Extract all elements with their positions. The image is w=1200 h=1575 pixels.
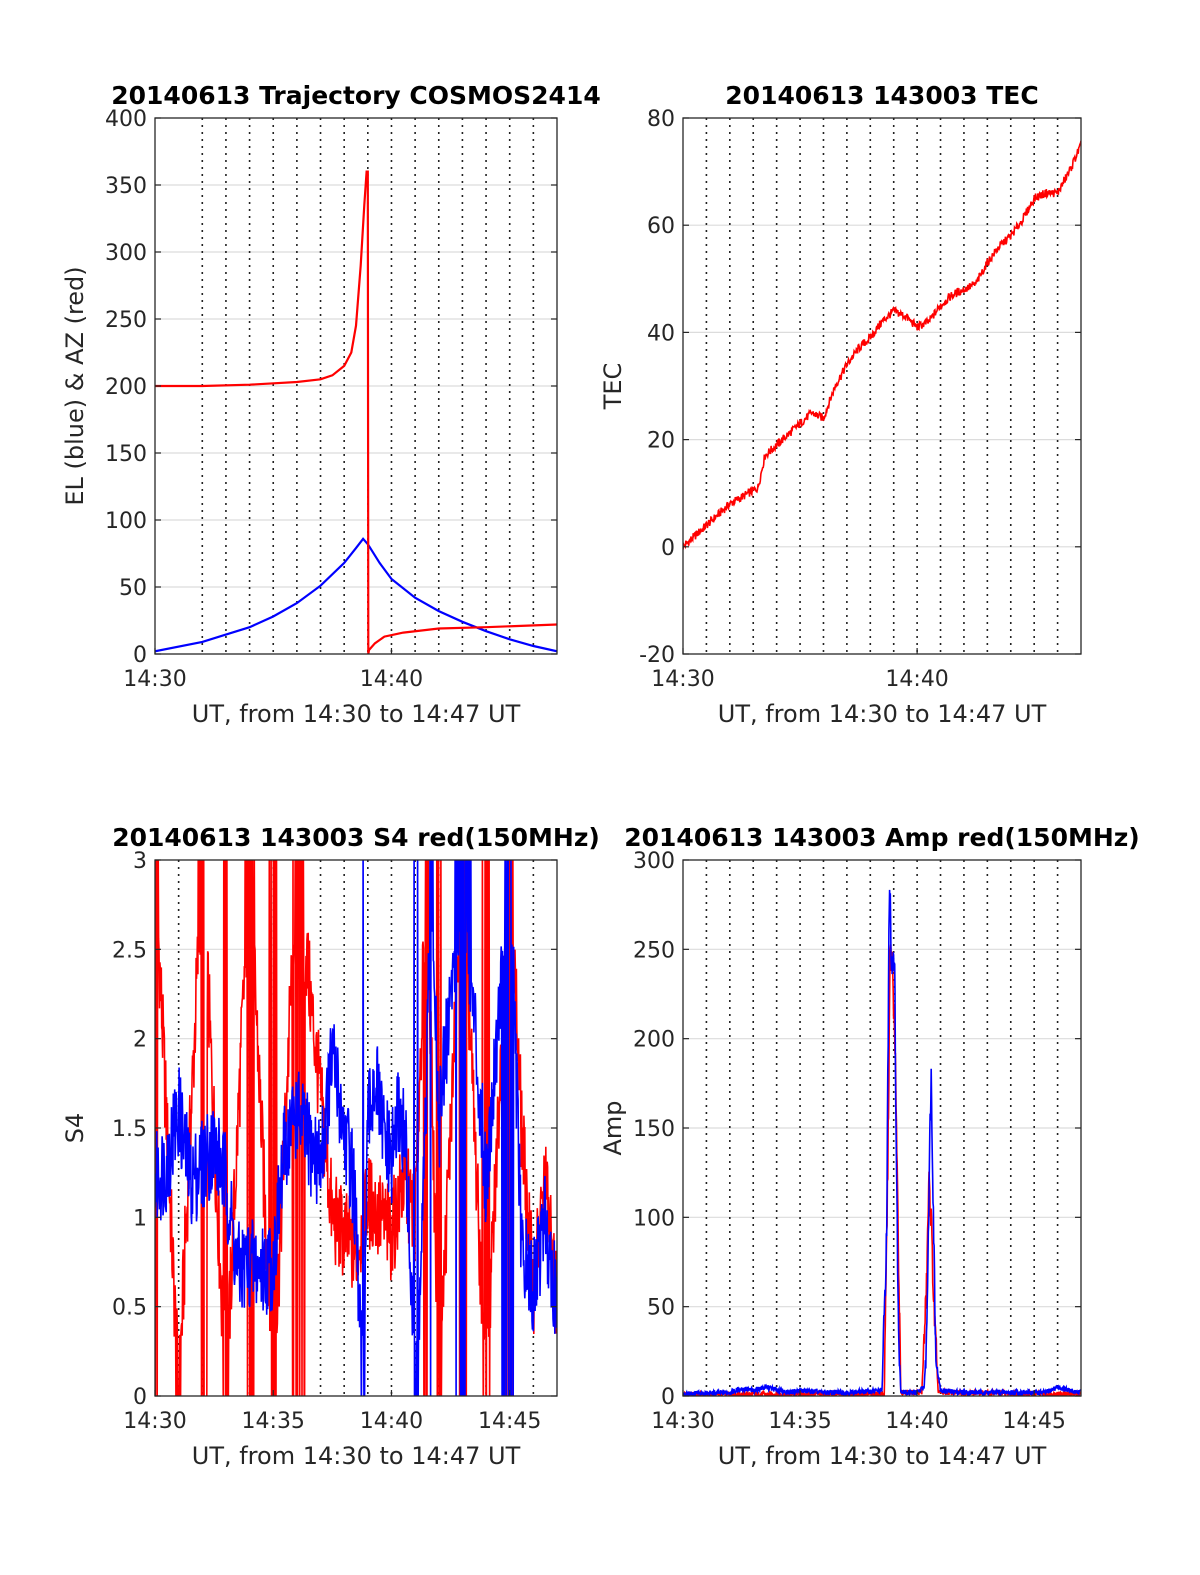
x-tick-label: 14:45 bbox=[478, 1409, 541, 1434]
y-axis-label: Amp bbox=[599, 1100, 627, 1155]
y-tick-label: 300 bbox=[105, 241, 147, 266]
y-tick-label: 0 bbox=[133, 643, 147, 668]
x-tick-label: 14:40 bbox=[885, 667, 948, 692]
y-tick-label: 60 bbox=[647, 214, 675, 239]
y-tick-label: 1.5 bbox=[112, 1117, 147, 1142]
x-tick-label: 14:40 bbox=[360, 667, 423, 692]
chart-trajectory: UT, from 14:30 to 14:47 UT EL (blue) & A… bbox=[61, 81, 601, 728]
y-tick-label: 1 bbox=[133, 1206, 147, 1231]
y-tick-label: 150 bbox=[105, 442, 147, 467]
series-line-0 bbox=[683, 140, 1081, 550]
plot-frame bbox=[682, 117, 1082, 655]
x-tick-label: 14:35 bbox=[242, 1409, 305, 1434]
y-tick-label: 50 bbox=[119, 576, 147, 601]
series-line-1 bbox=[683, 889, 1081, 1396]
y-tick-label: 200 bbox=[633, 1028, 675, 1053]
y-tick-label: 350 bbox=[105, 174, 147, 199]
x-tick-label: 14:35 bbox=[768, 1409, 831, 1434]
series-line-1 bbox=[155, 170, 557, 654]
chart-title: 20140613 143003 S4 red(150MHz) bbox=[112, 823, 600, 852]
y-tick-label: -20 bbox=[639, 643, 675, 668]
chart-tec: UT, from 14:30 to 14:47 UT TEC -20 0 20 40 6… bbox=[599, 81, 1082, 728]
x-tick-label: 14:30 bbox=[651, 667, 714, 692]
y-axis-label: EL (blue) & AZ (red) bbox=[61, 266, 89, 505]
chart-title: 20140613 143003 Amp red(150MHz) bbox=[624, 823, 1140, 852]
y-tick-label: 100 bbox=[633, 1206, 675, 1231]
y-tick-label: 20 bbox=[647, 429, 675, 454]
series-line-0 bbox=[155, 860, 557, 1396]
y-tick-label: 300 bbox=[633, 849, 675, 874]
y-tick-label: 2.5 bbox=[112, 938, 147, 963]
x-axis-label: UT, from 14:30 to 14:47 UT bbox=[192, 1442, 521, 1470]
y-tick-label: 150 bbox=[633, 1117, 675, 1142]
y-tick-label: 40 bbox=[647, 321, 675, 346]
x-axis-label: UT, from 14:30 to 14:47 UT bbox=[192, 700, 521, 728]
y-tick-label: 400 bbox=[105, 107, 147, 132]
x-tick-label: 14:30 bbox=[123, 667, 186, 692]
y-tick-label: 3 bbox=[133, 849, 147, 874]
x-tick-label: 14:30 bbox=[651, 1409, 714, 1434]
chart-title: 20140613 143003 TEC bbox=[725, 81, 1038, 110]
y-tick-label: 100 bbox=[105, 509, 147, 534]
y-tick-label: 0 bbox=[661, 1385, 675, 1410]
y-tick-label: 80 bbox=[647, 107, 675, 132]
x-tick-label: 14:40 bbox=[885, 1409, 948, 1434]
y-tick-label: 0 bbox=[133, 1385, 147, 1410]
y-tick-label: 50 bbox=[647, 1296, 675, 1321]
y-tick-label: 0 bbox=[661, 536, 675, 561]
x-axis-label: UT, from 14:30 to 14:47 UT bbox=[718, 700, 1047, 728]
chart-title: 20140613 Trajectory COSMOS2414 bbox=[111, 81, 601, 110]
y-tick-label: 250 bbox=[633, 938, 675, 963]
x-tick-label: 14:30 bbox=[123, 1409, 186, 1434]
x-axis-label: UT, from 14:30 to 14:47 UT bbox=[718, 1442, 1047, 1470]
x-tick-label: 14:40 bbox=[360, 1409, 423, 1434]
chart-amp: UT, from 14:30 to 14:47 UT Amp 0 50 100 150… bbox=[599, 823, 1140, 1470]
series-line-0 bbox=[683, 944, 1081, 1396]
y-tick-label: 0.5 bbox=[112, 1296, 147, 1321]
series-line-1 bbox=[155, 860, 557, 1396]
y-axis-label: S4 bbox=[61, 1113, 89, 1144]
y-tick-label: 200 bbox=[105, 375, 147, 400]
chart-s4: UT, from 14:30 to 14:47 UT S4 0 0.5 1 1.5 2 2… bbox=[61, 823, 600, 1470]
x-tick-label: 14:45 bbox=[1002, 1409, 1065, 1434]
y-axis-label: TEC bbox=[599, 363, 627, 411]
y-tick-label: 2 bbox=[133, 1028, 147, 1053]
series-line-0 bbox=[155, 537, 557, 653]
y-tick-label: 250 bbox=[105, 308, 147, 333]
